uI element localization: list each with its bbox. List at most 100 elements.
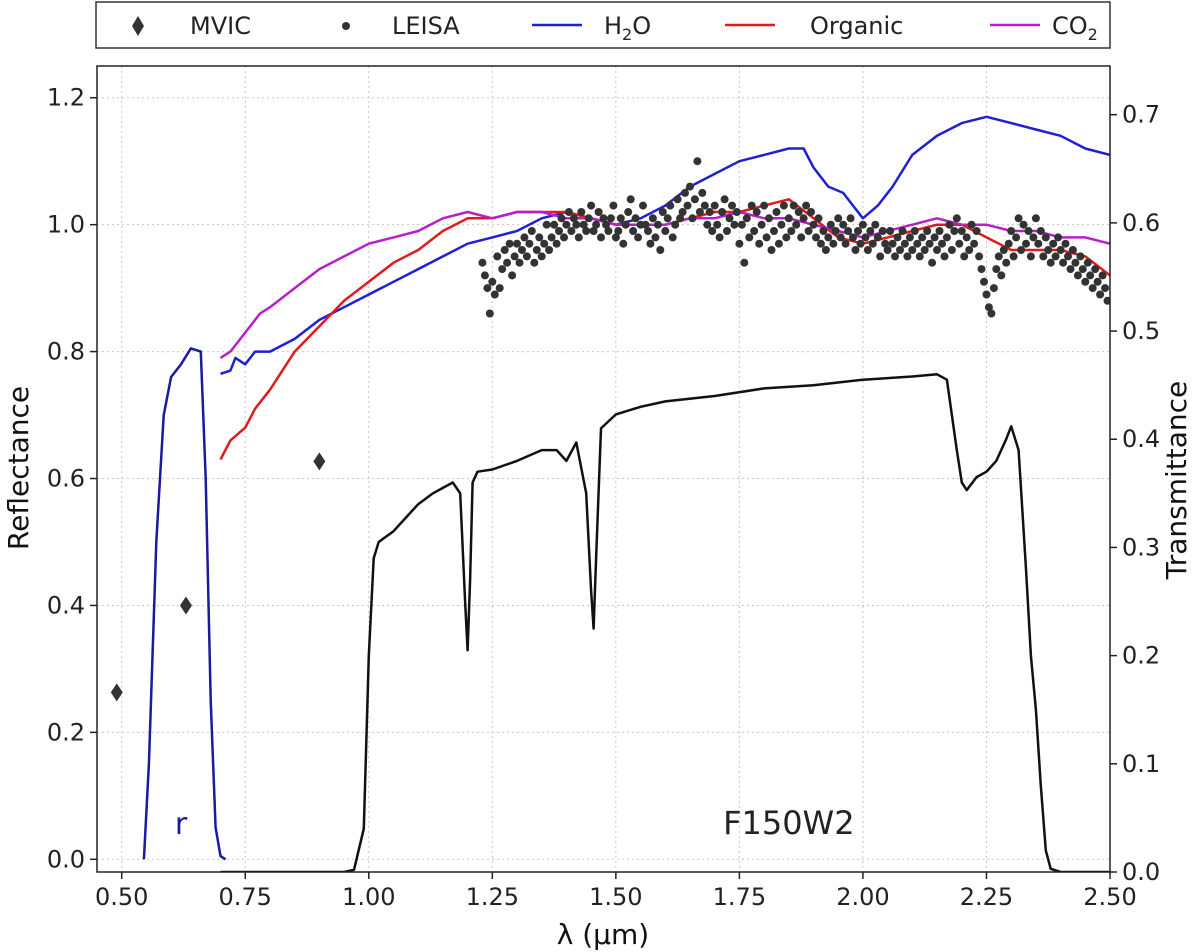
leisa-point <box>495 284 504 293</box>
y-tick-label: 0.8 <box>47 338 85 366</box>
leisa-point <box>631 214 640 223</box>
legend-label-mvic: MVIC <box>190 12 251 40</box>
leisa-point <box>673 195 682 204</box>
leisa-point <box>792 220 801 229</box>
leisa-point <box>896 246 904 254</box>
leisa-point <box>1064 252 1072 261</box>
leisa-point <box>836 233 845 242</box>
leisa-point <box>925 239 934 248</box>
x-tick-label: 2.25 <box>960 883 1013 911</box>
leisa-point <box>742 214 751 223</box>
leisa-point <box>888 239 897 248</box>
leisa-point <box>658 208 667 216</box>
leisa-point <box>767 246 776 254</box>
leisa-point <box>1096 290 1105 299</box>
leisa-point <box>1103 296 1110 305</box>
leisa-point <box>762 233 771 242</box>
leisa-point <box>787 227 796 235</box>
leisa-point <box>819 227 828 235</box>
legend-label-leisa: LEISA <box>392 12 460 40</box>
leisa-point <box>972 227 981 235</box>
leisa-point <box>1101 284 1110 293</box>
leisa-point <box>799 214 808 223</box>
leisa-point <box>1031 214 1040 223</box>
leisa-point <box>602 220 610 229</box>
leisa-point <box>745 233 754 242</box>
leisa-point <box>663 214 672 223</box>
leisa-point <box>626 195 635 204</box>
leisa-point <box>557 214 566 223</box>
leisa-point <box>891 252 899 261</box>
leisa-point <box>720 195 729 204</box>
series-line-f150w2 <box>220 373 1110 872</box>
leisa-point <box>923 227 932 235</box>
leisa-point <box>560 233 568 242</box>
leisa-point <box>594 208 603 216</box>
leisa-point <box>920 246 929 254</box>
leisa-point <box>900 239 909 248</box>
leisa-point <box>831 227 840 235</box>
series-group <box>110 115 1110 872</box>
leisa-point <box>757 220 766 229</box>
leisa-point <box>1086 271 1095 280</box>
leisa-point <box>582 227 591 235</box>
leisa-point <box>784 214 793 223</box>
leisa-point <box>656 246 665 254</box>
leisa-point <box>1046 258 1055 267</box>
leisa-point <box>527 227 536 235</box>
leisa-point <box>957 227 966 235</box>
leisa-point <box>965 246 974 254</box>
leisa-point <box>905 233 914 242</box>
leisa-point <box>705 208 714 216</box>
leisa-point <box>871 220 880 229</box>
leisa-point <box>1073 271 1082 280</box>
leisa-point <box>678 208 687 216</box>
x-axis-title: λ (μm) <box>557 918 649 951</box>
leisa-point <box>1014 214 1023 223</box>
leisa-point <box>1009 252 1018 261</box>
leisa-point <box>947 246 956 254</box>
leisa-point <box>980 277 988 286</box>
leisa-point <box>651 233 660 242</box>
leisa-point <box>732 208 741 216</box>
legend-label-h2o: H2O <box>604 12 651 44</box>
leisa-point <box>606 214 615 223</box>
leisa-point <box>903 252 912 261</box>
leisa-point <box>868 239 877 248</box>
leisa-point <box>505 239 514 248</box>
leisa-point <box>567 227 576 235</box>
leisa-point <box>858 220 867 229</box>
leisa-point <box>938 239 946 248</box>
mvic-point <box>179 596 192 615</box>
leisa-point <box>690 195 699 204</box>
leisa-point <box>535 233 544 242</box>
leisa-point <box>851 246 860 254</box>
leisa-point <box>498 265 507 274</box>
leisa-point <box>1068 246 1077 254</box>
x-tick-label: 1.50 <box>589 883 642 911</box>
leisa-point <box>564 208 573 216</box>
leisa-point <box>1026 252 1035 261</box>
y-tick-label: 0.4 <box>47 591 85 619</box>
x-tick-label: 0.50 <box>95 883 148 911</box>
leisa-point <box>666 201 675 210</box>
leisa-point <box>508 271 517 280</box>
leisa-point <box>1093 277 1102 286</box>
leisa-point <box>518 246 526 254</box>
legend-label-h2o-sub: 2 <box>622 25 632 44</box>
y2-tick-label: 0.3 <box>1122 533 1160 561</box>
leisa-point <box>1083 258 1092 267</box>
leisa-point <box>861 233 870 242</box>
leisa-point <box>960 252 969 261</box>
leisa-point <box>648 214 657 223</box>
y-tick-label: 0.2 <box>47 718 85 746</box>
leisa-point <box>987 309 996 318</box>
leisa-point <box>955 239 964 248</box>
x-tick-label: 0.75 <box>219 883 272 911</box>
leisa-point <box>821 246 830 254</box>
leisa-point <box>807 208 815 216</box>
y2-tick-label: 0.5 <box>1122 317 1160 345</box>
leisa-point <box>1022 239 1030 248</box>
leisa-point <box>989 284 998 293</box>
y2-tick-label: 0.2 <box>1122 642 1160 670</box>
